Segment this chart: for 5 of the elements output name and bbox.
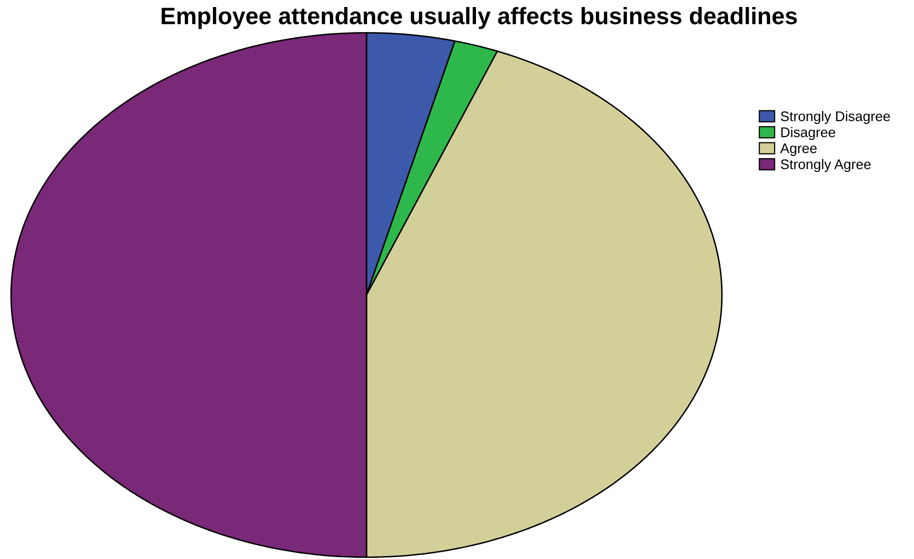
legend-label: Agree (780, 144, 817, 156)
legend-label: Strongly Disagree (780, 111, 890, 124)
legend-label: Strongly Agree (780, 159, 871, 172)
chart-title: Employee attendance usually affects business deadlines (162, 6, 797, 30)
legend-label: Disagree (781, 127, 836, 140)
